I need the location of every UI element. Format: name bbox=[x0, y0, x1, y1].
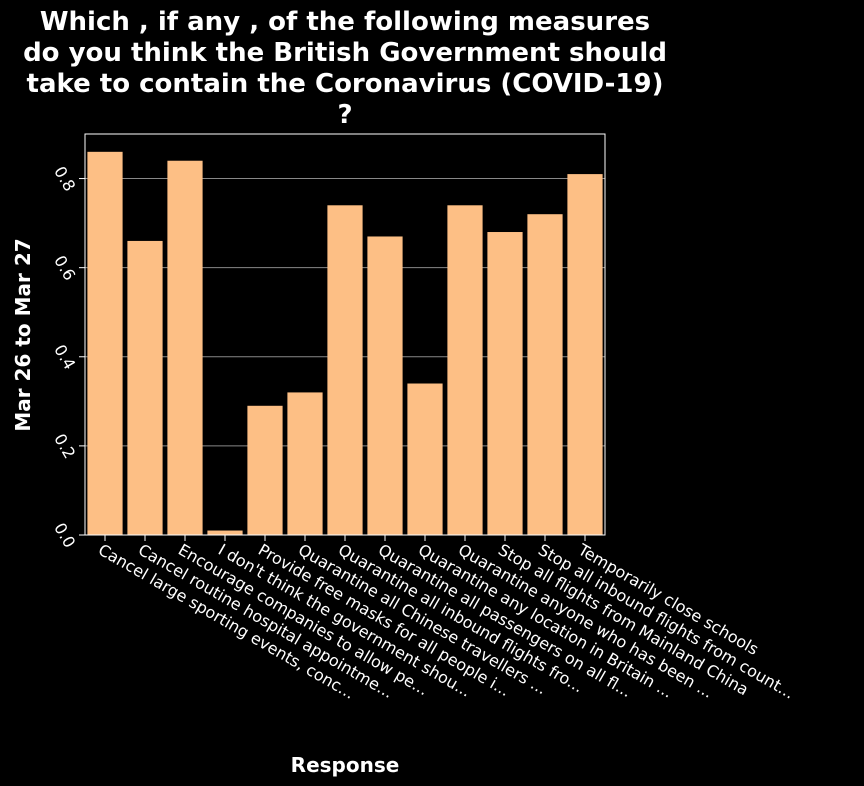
bar bbox=[167, 160, 203, 535]
title-line: do you think the British Government shou… bbox=[23, 38, 667, 68]
y-tick-label: 0.8 bbox=[50, 163, 79, 195]
bar bbox=[487, 232, 523, 535]
y-axis-label: Mar 26 to Mar 27 bbox=[11, 238, 35, 431]
title-line: ? bbox=[337, 100, 352, 130]
x-axis-ticks: Cancel large sporting events, conc...Can… bbox=[95, 535, 798, 703]
y-tick-label: 0.0 bbox=[50, 519, 79, 551]
title-line: take to contain the Coronavirus (COVID-1… bbox=[27, 69, 664, 99]
y-tick-label: 0.2 bbox=[50, 430, 79, 462]
bar bbox=[367, 236, 403, 535]
bar bbox=[527, 214, 563, 535]
bar bbox=[327, 205, 363, 536]
bar bbox=[407, 383, 443, 535]
bar bbox=[287, 392, 323, 535]
chart-title: Which , if any , of the following measur… bbox=[23, 7, 667, 130]
bar bbox=[87, 151, 123, 536]
y-tick-label: 0.4 bbox=[50, 341, 79, 373]
bar bbox=[567, 174, 603, 535]
bar bbox=[127, 240, 163, 535]
bar bbox=[247, 405, 283, 535]
y-axis-ticks: 0.0 0.2 0.4 0.6 0.8 bbox=[50, 163, 85, 551]
bars bbox=[87, 151, 603, 536]
x-axis-label: Response bbox=[291, 753, 400, 777]
title-line: Which , if any , of the following measur… bbox=[40, 7, 650, 37]
y-tick-label: 0.6 bbox=[50, 252, 79, 284]
bar bbox=[207, 530, 243, 535]
bar bbox=[447, 205, 483, 536]
